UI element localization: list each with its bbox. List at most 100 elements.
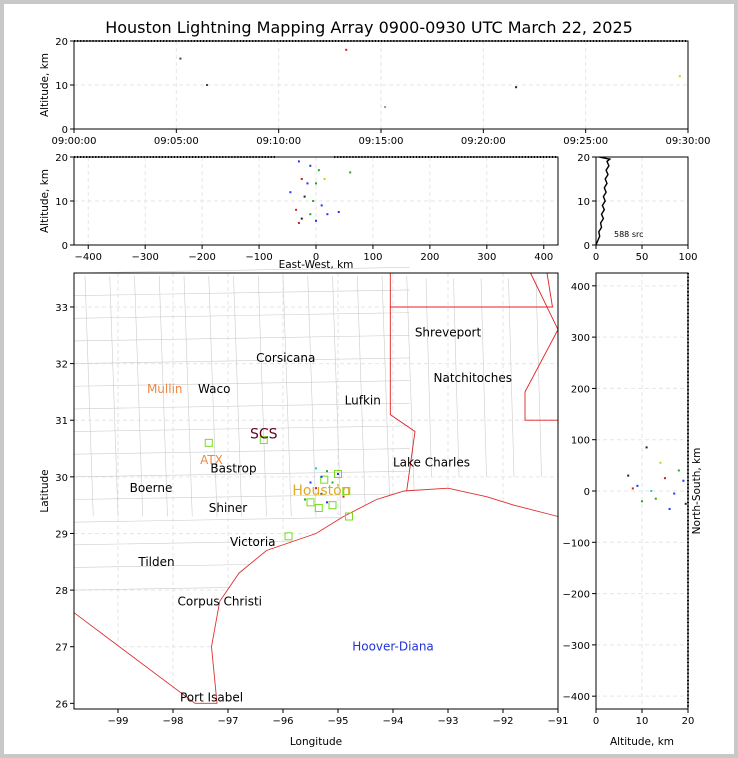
city-label: Mullin: [147, 382, 183, 396]
lightning-source-point: [289, 191, 292, 194]
county-line: [73, 448, 410, 455]
y-tick-label: 20: [55, 153, 68, 164]
texas-louisiana-border: [389, 273, 416, 492]
y-tick-label: 400: [571, 282, 590, 293]
lma-station-marker: [345, 512, 353, 521]
x-tick-label: −100: [245, 252, 272, 263]
lma-station-marker: [314, 503, 323, 512]
lightning-source-point: [668, 507, 671, 510]
city-label: Corsicana: [256, 351, 315, 365]
x-axis-label: Longitude: [290, 736, 342, 748]
x-axis-label: Altitude, km: [610, 736, 674, 748]
lightning-source-point: [315, 487, 317, 490]
y-axis-label: Altitude, km: [39, 53, 51, 117]
county-line: [73, 334, 410, 342]
county-line: [158, 275, 168, 517]
city-label: Boerne: [130, 481, 173, 495]
figure-title: Houston Lightning Mapping Array 0900-093…: [105, 18, 633, 37]
lightning-source-point: [312, 200, 315, 202]
x-tick-label: 0: [313, 252, 319, 263]
lightning-source-point: [179, 57, 182, 60]
lightning-source-point: [326, 470, 328, 473]
y-tick-label: 29: [55, 529, 68, 540]
lightning-source-point: [682, 479, 685, 482]
coastline: [73, 487, 559, 704]
city-label: Lufkin: [345, 393, 381, 407]
figure-canvas: Houston Lightning Mapping Array 0900-093…: [4, 4, 734, 754]
city-label: SCS: [250, 426, 278, 442]
lightning-source-point: [309, 164, 312, 167]
y-axis-label: Altitude, km: [39, 169, 51, 233]
lightning-source-point: [636, 484, 639, 487]
county-line: [109, 275, 119, 517]
lightning-source-point: [317, 169, 320, 172]
x-tick-label: −400: [75, 252, 102, 263]
x-tick-label: 09:10:00: [256, 136, 301, 147]
x-tick-label: −95: [327, 716, 348, 727]
city-label: Waco: [198, 382, 230, 396]
county-line: [282, 275, 292, 517]
lma-station-marker: [204, 438, 213, 447]
city-label: Shreveport: [415, 325, 482, 339]
source-count-annotation: 588 src: [614, 230, 644, 239]
x-tick-label: −91: [547, 716, 568, 727]
northsouth-altitude-panel: 0 10 20 −400 −300 −200 −100 0 100 200 300 400 Altitu…: [563, 272, 703, 748]
y-tick-label: 10: [55, 197, 68, 208]
y-tick-label: 20: [55, 37, 68, 48]
y-axis-label: Latitude: [39, 469, 51, 512]
county-boundaries: [73, 267, 542, 591]
county-line: [84, 275, 94, 517]
y-tick-label: 30: [55, 473, 68, 484]
x-axis-label: East-West, km: [279, 259, 354, 271]
x-tick-label: 300: [477, 252, 496, 263]
county-line: [73, 425, 410, 432]
x-tick-label: −92: [492, 716, 513, 727]
x-tick-label: −99: [107, 716, 128, 727]
county-line: [535, 278, 542, 477]
x-tick-label: 09:25:00: [563, 136, 608, 147]
county-line: [73, 267, 410, 274]
county-line: [453, 278, 460, 477]
city-label: Bastrop: [210, 461, 256, 475]
lightning-source-point: [631, 487, 634, 490]
county-line: [508, 278, 515, 477]
y-tick-label: 10: [55, 81, 68, 92]
x-tick-label: 100: [363, 252, 382, 263]
county-line: [381, 275, 391, 517]
lma-station-marker: [259, 436, 268, 445]
y-tick-label: 200: [571, 384, 590, 395]
mississippi-river-border: [524, 272, 559, 421]
lightning-source-point: [315, 219, 317, 222]
lightning-source-point: [300, 217, 303, 220]
city-label: Houston: [292, 483, 350, 499]
lightning-source-point: [295, 208, 298, 211]
y-tick-label: 100: [571, 436, 590, 447]
lightning-source-point: [650, 490, 653, 492]
county-line: [73, 357, 410, 364]
county-line: [307, 275, 317, 517]
city-label: Victoria: [230, 535, 276, 549]
x-tick-label: 200: [420, 252, 439, 263]
lightning-source-point: [515, 86, 518, 89]
lightning-source-point: [206, 84, 209, 86]
x-tick-label: 09:05:00: [154, 136, 199, 147]
x-tick-label: 0: [593, 716, 599, 727]
county-line: [406, 275, 416, 517]
y-tick-label: 20: [577, 153, 590, 164]
lightning-source-point: [627, 474, 630, 477]
lightning-source-point: [309, 481, 312, 484]
lightning-source-point: [659, 461, 662, 464]
x-tick-label: −93: [437, 716, 458, 727]
x-tick-label: −200: [188, 252, 215, 263]
altitude-histogram-line: [595, 156, 612, 246]
x-tick-label: −97: [217, 716, 238, 727]
y-tick-label: 10: [577, 197, 590, 208]
lma-station-marker: [306, 498, 315, 507]
lightning-source-point: [297, 160, 300, 163]
lightning-source-point: [326, 213, 329, 216]
city-label: Tilden: [137, 555, 174, 569]
county-line: [480, 278, 487, 477]
lma-station-marker: [320, 475, 329, 484]
county-line: [332, 275, 342, 517]
lightning-source-point: [320, 475, 323, 478]
